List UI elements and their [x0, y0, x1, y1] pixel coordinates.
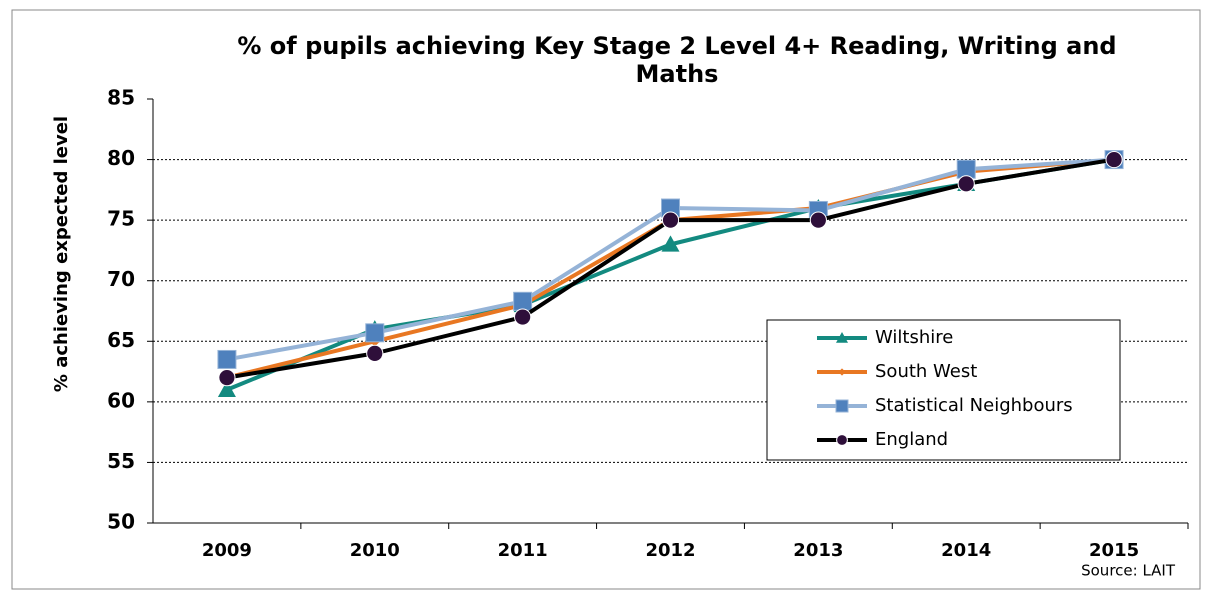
chart-title: % of pupils achieving Key Stage 2 Level … — [237, 32, 1117, 88]
y-tick-label: 85 — [107, 86, 135, 110]
marker — [365, 323, 385, 343]
marker — [957, 175, 975, 193]
x-tick-label: 2012 — [645, 540, 695, 561]
x-tick-label: 2014 — [941, 540, 991, 561]
y-tick-label: 60 — [107, 388, 135, 412]
y-tick-label: 75 — [107, 207, 135, 231]
y-tick-label: 50 — [107, 510, 135, 534]
x-tick-label: 2009 — [202, 540, 252, 561]
x-tick-label: 2015 — [1089, 540, 1139, 561]
legend-label: Statistical Neighbours — [875, 395, 1073, 416]
marker — [1105, 150, 1123, 169]
x-tick-label: 2013 — [793, 540, 843, 561]
marker — [838, 368, 846, 376]
marker — [366, 344, 384, 362]
x-tick-label: 2011 — [498, 540, 548, 561]
marker — [217, 349, 237, 369]
legend-label: Wiltshire — [875, 327, 953, 348]
marker — [836, 332, 848, 343]
source-note: Source: LAIT — [1081, 562, 1176, 580]
marker — [836, 434, 848, 446]
x-tick-label: 2010 — [350, 540, 400, 561]
legend-box — [766, 319, 1121, 461]
y-tick-label: 55 — [107, 449, 135, 473]
marker — [514, 308, 532, 326]
y-axis-label: % achieving expected level — [51, 116, 72, 392]
y-tick-label: 80 — [107, 146, 135, 170]
legend-label: England — [875, 429, 948, 450]
legend-label: South West — [875, 361, 977, 382]
y-tick-label: 65 — [107, 328, 135, 352]
marker — [217, 380, 236, 397]
marker — [835, 399, 849, 413]
chart-frame — [11, 9, 1201, 590]
marker — [661, 235, 680, 252]
marker — [809, 211, 827, 229]
marker — [661, 211, 680, 229]
y-tick-label: 70 — [107, 267, 135, 291]
marker — [218, 369, 236, 387]
marker — [513, 291, 533, 311]
